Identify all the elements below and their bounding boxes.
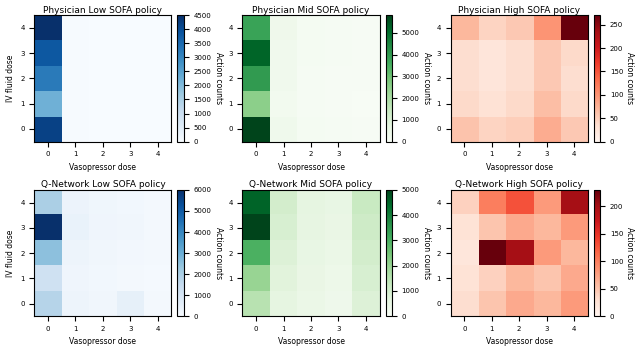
X-axis label: Vasopressor dose: Vasopressor dose [278, 338, 344, 346]
X-axis label: Vasopressor dose: Vasopressor dose [69, 163, 136, 172]
Y-axis label: Action counts: Action counts [422, 227, 431, 279]
Title: Q-Network Mid SOFA policy: Q-Network Mid SOFA policy [250, 180, 372, 189]
Y-axis label: Action counts: Action counts [214, 52, 223, 105]
Y-axis label: Action counts: Action counts [422, 52, 431, 105]
X-axis label: Vasopressor dose: Vasopressor dose [486, 163, 553, 172]
Title: Q-Network Low SOFA policy: Q-Network Low SOFA policy [40, 180, 165, 189]
Title: Physician Mid SOFA policy: Physician Mid SOFA policy [252, 6, 370, 14]
Y-axis label: Action counts: Action counts [625, 227, 634, 279]
Y-axis label: Action counts: Action counts [625, 52, 634, 105]
X-axis label: Vasopressor dose: Vasopressor dose [69, 338, 136, 346]
Title: Physician High SOFA policy: Physician High SOFA policy [458, 6, 580, 14]
X-axis label: Vasopressor dose: Vasopressor dose [486, 338, 553, 346]
X-axis label: Vasopressor dose: Vasopressor dose [278, 163, 344, 172]
Title: Q-Network High SOFA policy: Q-Network High SOFA policy [455, 180, 583, 189]
Y-axis label: IV fluid dose: IV fluid dose [6, 55, 15, 102]
Y-axis label: IV fluid dose: IV fluid dose [6, 230, 15, 277]
Title: Physician Low SOFA policy: Physician Low SOFA policy [44, 6, 163, 14]
Y-axis label: Action counts: Action counts [214, 227, 223, 279]
